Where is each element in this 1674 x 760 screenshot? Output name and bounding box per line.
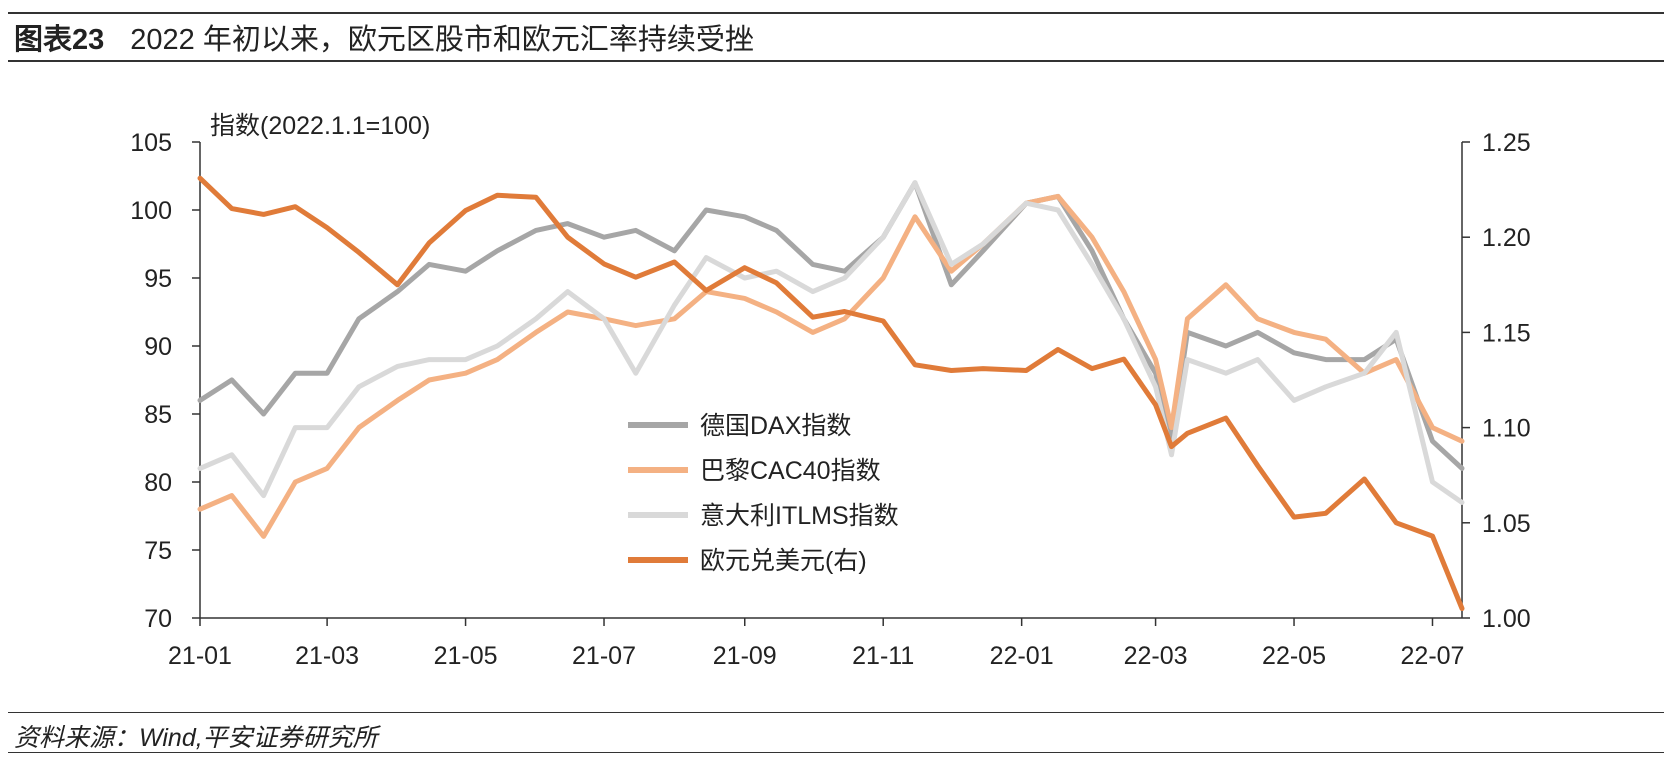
series-line-1: [197, 180, 1465, 471]
top-rule: [8, 12, 1664, 14]
series-line-2: [197, 193, 1465, 539]
right-y-tick-label: 1.25: [1482, 129, 1531, 157]
left-y-tick-label: 90: [144, 333, 172, 361]
figure-label: 图表23: [14, 24, 105, 56]
right-y-tick-label: 1.00: [1482, 605, 1531, 633]
figure-title: 2022 年初以来，欧元区股市和欧元汇率持续受挫: [130, 24, 754, 56]
left-y-tick-label: 100: [130, 197, 172, 225]
left-y-axis-title: 指数(2022.1.1=100): [210, 112, 430, 140]
right-y-tick-label: 1.10: [1482, 415, 1531, 443]
right-y-tick-label: 1.20: [1482, 224, 1531, 252]
legend-label-4: 欧元兑美元(右): [700, 547, 867, 575]
series-line-3: [197, 180, 1465, 505]
line-chart: 70 75 80 85 90 95 100 105 1.00 1.05 1.10 1.15 1.20 1.…: [130, 112, 1530, 670]
left-y-tick-label: 75: [144, 537, 172, 565]
x-tick-label: 22-03: [1124, 642, 1188, 670]
left-y-tick-label: 105: [130, 129, 172, 157]
series-line-4: [197, 175, 1465, 611]
legend-label-2: 巴黎CAC40指数: [700, 457, 881, 485]
x-tick-label: 22-07: [1401, 642, 1465, 670]
bottom-rule: [8, 752, 1664, 753]
source-top-rule: [8, 712, 1664, 713]
chart-series: [197, 175, 1465, 611]
x-tick-label: 21-03: [295, 642, 359, 670]
left-y-tick-label: 80: [144, 469, 172, 497]
chart-axes: 70 75 80 85 90 95 100 105 1.00 1.05 1.10 1.15 1.20 1.…: [130, 112, 1530, 670]
left-y-tick-label: 70: [144, 605, 172, 633]
legend-label-1: 德国DAX指数: [700, 412, 851, 440]
x-tick-label: 21-11: [852, 642, 914, 670]
figure-header: 图表23 2022 年初以来，欧元区股市和欧元汇率持续受挫: [14, 20, 754, 60]
left-y-tick-label: 95: [144, 265, 172, 293]
x-tick-label: 21-07: [572, 642, 636, 670]
header-rule: [8, 60, 1664, 62]
x-tick-label: 21-01: [168, 642, 232, 670]
x-tick-label: 22-05: [1262, 642, 1326, 670]
x-tick-label: 21-09: [713, 642, 777, 670]
source-note: 资料来源：Wind,平安证券研究所: [14, 724, 378, 752]
x-tick-label: 22-01: [990, 642, 1054, 670]
x-tick-label: 21-05: [434, 642, 498, 670]
right-y-tick-label: 1.15: [1482, 319, 1531, 347]
right-y-tick-label: 1.05: [1482, 510, 1531, 538]
legend-label-3: 意大利ITLMS指数: [700, 502, 899, 530]
left-y-tick-label: 85: [144, 401, 172, 429]
